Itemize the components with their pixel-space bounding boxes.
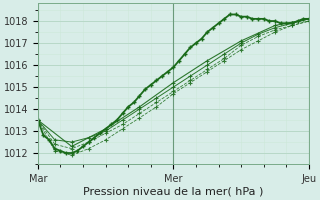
- X-axis label: Pression niveau de la mer( hPa ): Pression niveau de la mer( hPa ): [83, 187, 264, 197]
